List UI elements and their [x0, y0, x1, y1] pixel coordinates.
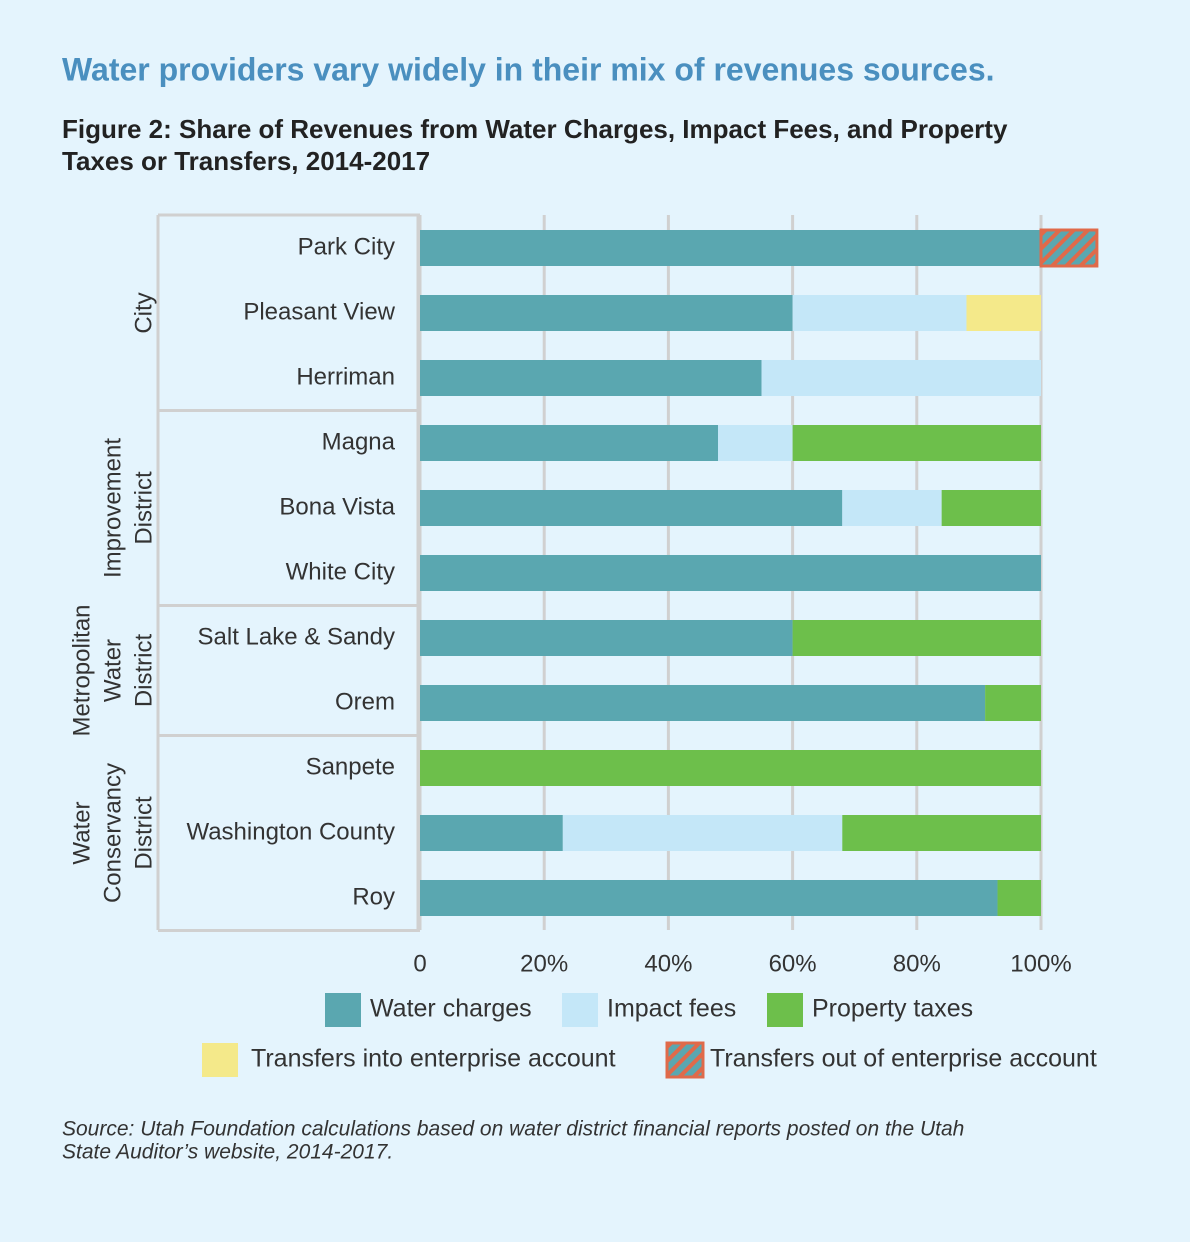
bar-segment: [792, 295, 967, 331]
category-label: Park City: [298, 233, 395, 260]
legend-swatch: [202, 1043, 238, 1077]
category-label: Herriman: [296, 363, 395, 390]
group-label: District: [130, 471, 157, 545]
bar-segment: [1039, 228, 1099, 268]
group-label: Metropolitan: [68, 604, 95, 736]
bar-segment: [420, 685, 986, 721]
x-tick-label: 20%: [520, 950, 568, 977]
category-label: Sanpete: [306, 753, 395, 780]
bar-segment: [420, 425, 719, 461]
bar-segment: [985, 685, 1041, 721]
bar-segment: [420, 815, 563, 851]
x-tick-label: 60%: [769, 950, 817, 977]
legend-swatch: [562, 993, 598, 1027]
bar-segment: [420, 490, 843, 526]
bar-segment: [420, 230, 1041, 266]
legend-label: Impact fees: [607, 995, 736, 1023]
legend-label: Transfers out of enterprise account: [710, 1045, 1097, 1073]
group-label: Conservancy: [99, 763, 126, 903]
bar-segment: [941, 490, 1041, 526]
category-label: Pleasant View: [243, 298, 395, 325]
bar-segment: [792, 620, 1041, 656]
group-label: Water: [68, 801, 95, 864]
bar-segment: [420, 295, 793, 331]
chart-title: Figure 2: Share of Revenues from Water C…: [62, 114, 1008, 144]
category-label: Magna: [322, 428, 396, 455]
legend-swatch: [665, 1041, 705, 1079]
group-label: City: [130, 292, 157, 333]
x-tick-label: 100%: [1010, 950, 1071, 977]
bar-segment: [966, 295, 1041, 331]
group-label: District: [130, 634, 157, 708]
x-tick-label: 0: [413, 950, 426, 977]
group-label: Water: [99, 639, 126, 702]
bar-segment: [420, 555, 1041, 591]
group-label: District: [130, 796, 157, 870]
category-label: Salt Lake & Sandy: [198, 623, 395, 650]
bar-segment: [997, 880, 1041, 916]
bar-segment: [562, 815, 843, 851]
legend-swatch: [325, 993, 361, 1027]
bar-segment: [718, 425, 793, 461]
legend-swatch: [767, 993, 803, 1027]
bar-segment: [842, 490, 942, 526]
bar-segment: [420, 360, 762, 396]
category-label: White City: [286, 558, 395, 585]
x-tick-label: 80%: [893, 950, 941, 977]
bar-segment: [792, 425, 1041, 461]
bar-segment: [761, 360, 1041, 396]
source-note: State Auditor’s website, 2014-2017.: [62, 1141, 393, 1164]
category-label: Bona Vista: [279, 493, 395, 520]
legend-label: Water charges: [370, 995, 532, 1023]
bar-segment: [842, 815, 1041, 851]
group-label: Improvement: [99, 438, 126, 578]
x-tick-label: 40%: [644, 950, 692, 977]
source-note: Source: Utah Foundation calculations bas…: [62, 1118, 964, 1141]
bar-segment: [420, 880, 998, 916]
bar-segment: [420, 750, 1041, 786]
bar-segment: [420, 620, 793, 656]
legend-label: Property taxes: [812, 995, 973, 1023]
legend-label: Transfers into enterprise account: [251, 1045, 616, 1073]
category-label: Orem: [335, 688, 395, 715]
chart-title: Taxes or Transfers, 2014-2017: [62, 146, 430, 176]
category-label: Washington County: [186, 818, 395, 845]
category-label: Roy: [352, 883, 395, 910]
headline: Water providers vary widely in their mix…: [62, 51, 995, 87]
